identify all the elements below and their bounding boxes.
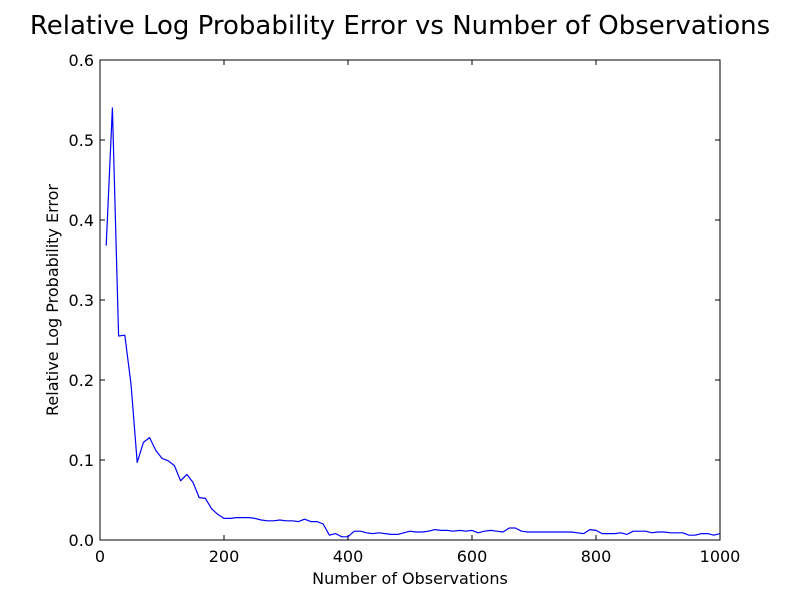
y-tick-label: 0.4 [69,211,94,230]
plot-area-border [99,59,721,541]
x-tick-label: 800 [581,547,612,566]
series-line [105,107,721,538]
x-tick-label: 0 [95,547,105,566]
x-tick-label: 400 [333,547,364,566]
x-axis-title: Number of Observations [312,569,508,588]
x-tick-label: 200 [209,547,240,566]
y-axis-ticks: 0.0 0.1 0.2 0.3 0.4 0.5 0.6 [69,51,720,550]
x-tick-label: 1000 [700,547,741,566]
chart-title: Relative Log Probability Error vs Number… [30,11,770,41]
y-tick-label: 0.2 [69,371,94,390]
y-tick-label: 0.1 [69,451,94,470]
y-tick-label: 0.3 [69,291,94,310]
y-tick-label: 0.6 [69,51,94,70]
y-tick-label: 0.5 [69,131,94,150]
y-tick-label: 0.0 [69,531,94,550]
plot-area-frame [99,59,721,541]
x-tick-label: 600 [457,547,488,566]
x-axis-ticks: 0 200 400 600 800 1000 [95,60,740,566]
y-axis-title: Relative Log Probability Error [43,184,62,416]
